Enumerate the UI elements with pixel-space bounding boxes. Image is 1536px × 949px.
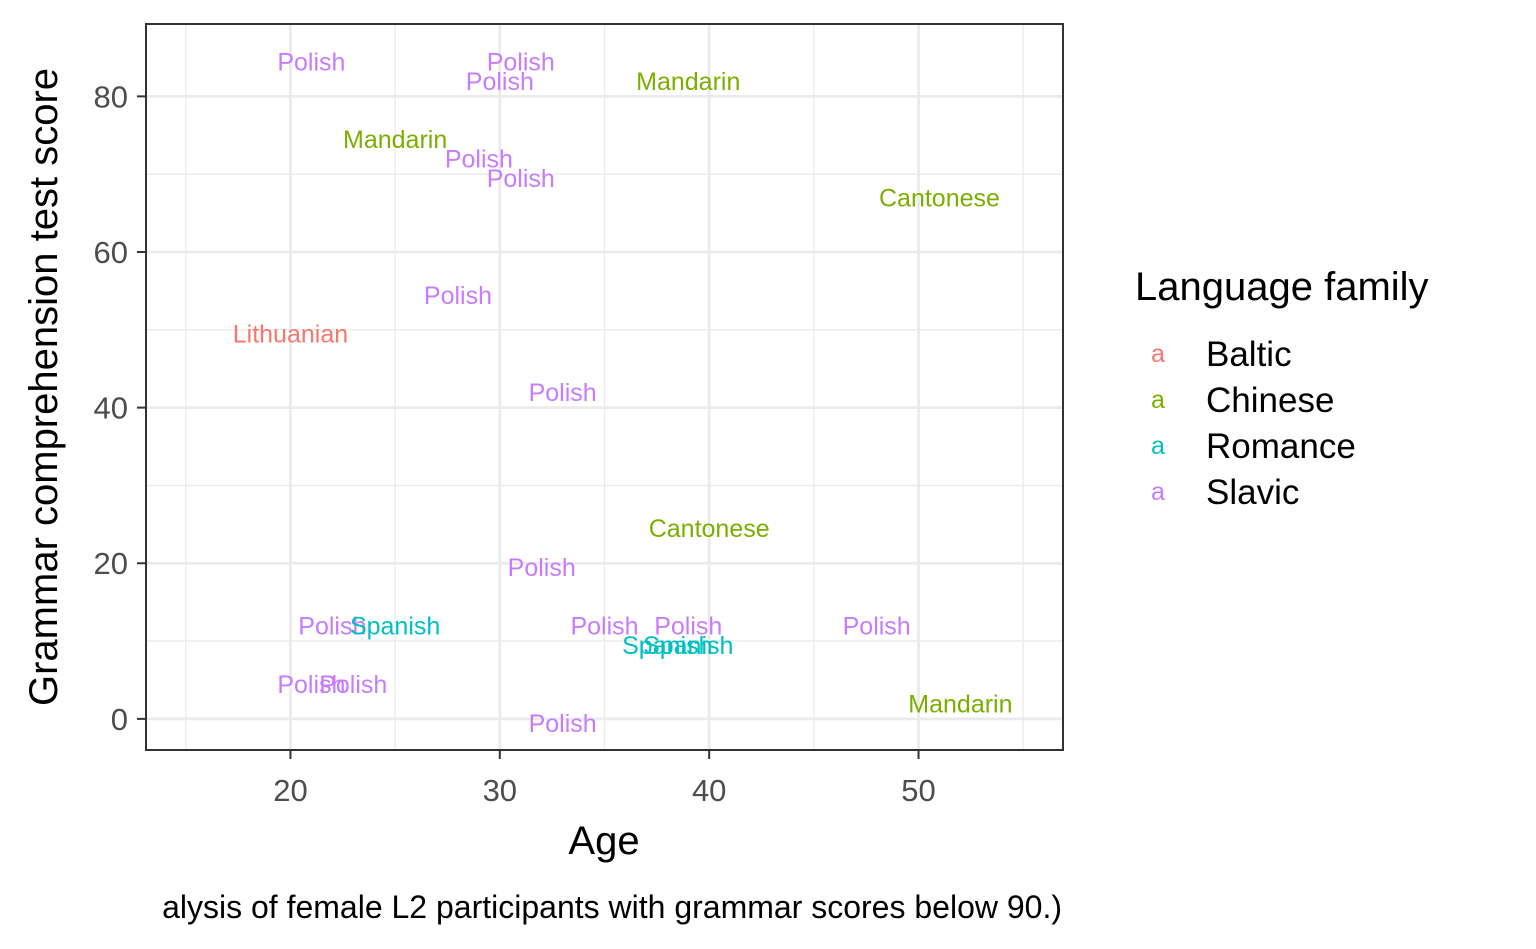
point-label: Polish xyxy=(277,48,345,76)
point-label: Lithuanian xyxy=(233,321,348,349)
x-tick-label: 50 xyxy=(901,773,935,808)
legend-items: a Baltic a Chinese a Romance a Slavic xyxy=(1151,335,1356,512)
legend-item: a Chinese xyxy=(1151,381,1334,420)
point-label: Polish xyxy=(570,612,638,640)
legend-item: a Romance xyxy=(1151,427,1356,466)
legend-label: Romance xyxy=(1206,427,1356,466)
plot-border xyxy=(145,23,1064,751)
point-label: Spanish xyxy=(622,632,712,660)
major-grid xyxy=(146,24,1063,750)
point-label: Polish xyxy=(424,282,492,310)
point-label: Mandarin xyxy=(636,68,740,96)
point-label: Polish xyxy=(487,165,555,193)
point-label: Cantonese xyxy=(649,515,770,543)
legend-item: a Baltic xyxy=(1151,335,1292,374)
x-axis: 20 30 40 50 xyxy=(273,750,936,808)
point-label: Polish xyxy=(319,671,387,699)
legend-title: Language family xyxy=(1135,265,1429,309)
point-label: Spanish xyxy=(643,632,733,660)
point-label: Polish xyxy=(487,48,555,76)
point-label: Polish xyxy=(654,612,722,640)
minor-grid xyxy=(146,24,1063,750)
point-label: Spanish xyxy=(350,612,440,640)
point-label: Polish xyxy=(298,612,366,640)
legend-key: a xyxy=(1151,386,1165,414)
y-tick-label: 20 xyxy=(94,546,128,581)
x-tick-label: 40 xyxy=(692,773,726,808)
point-label: Polish xyxy=(843,612,911,640)
chart-caption: alysis of female L2 participants with gr… xyxy=(162,889,1062,925)
legend-key: a xyxy=(1151,478,1165,506)
point-label: Mandarin xyxy=(908,690,1012,718)
point-label: Cantonese xyxy=(879,185,1000,213)
legend-key: a xyxy=(1151,432,1165,460)
legend-key: a xyxy=(1151,340,1165,368)
legend-item: a Slavic xyxy=(1151,473,1299,512)
point-label: Polish xyxy=(277,671,345,699)
point-label: Mandarin xyxy=(343,126,447,154)
point-label: Polish xyxy=(508,554,576,582)
y-tick-label: 60 xyxy=(94,235,128,270)
y-tick-label: 0 xyxy=(111,702,128,737)
point-label: Polish xyxy=(445,146,513,174)
x-axis-title: Age xyxy=(568,819,639,863)
y-tick-label: 80 xyxy=(94,79,128,114)
y-axis: 0 20 40 60 80 xyxy=(94,79,146,737)
point-label: Polish xyxy=(529,379,597,407)
y-tick-label: 40 xyxy=(94,391,128,426)
y-axis-title: Grammar comprehension test score xyxy=(22,68,66,706)
point-label: Polish xyxy=(529,710,597,738)
point-label: Polish xyxy=(466,68,534,96)
x-tick-label: 20 xyxy=(273,773,307,808)
legend-label: Baltic xyxy=(1206,335,1292,374)
legend-label: Chinese xyxy=(1206,381,1334,420)
x-tick-label: 30 xyxy=(483,773,517,808)
legend-label: Slavic xyxy=(1206,473,1299,512)
